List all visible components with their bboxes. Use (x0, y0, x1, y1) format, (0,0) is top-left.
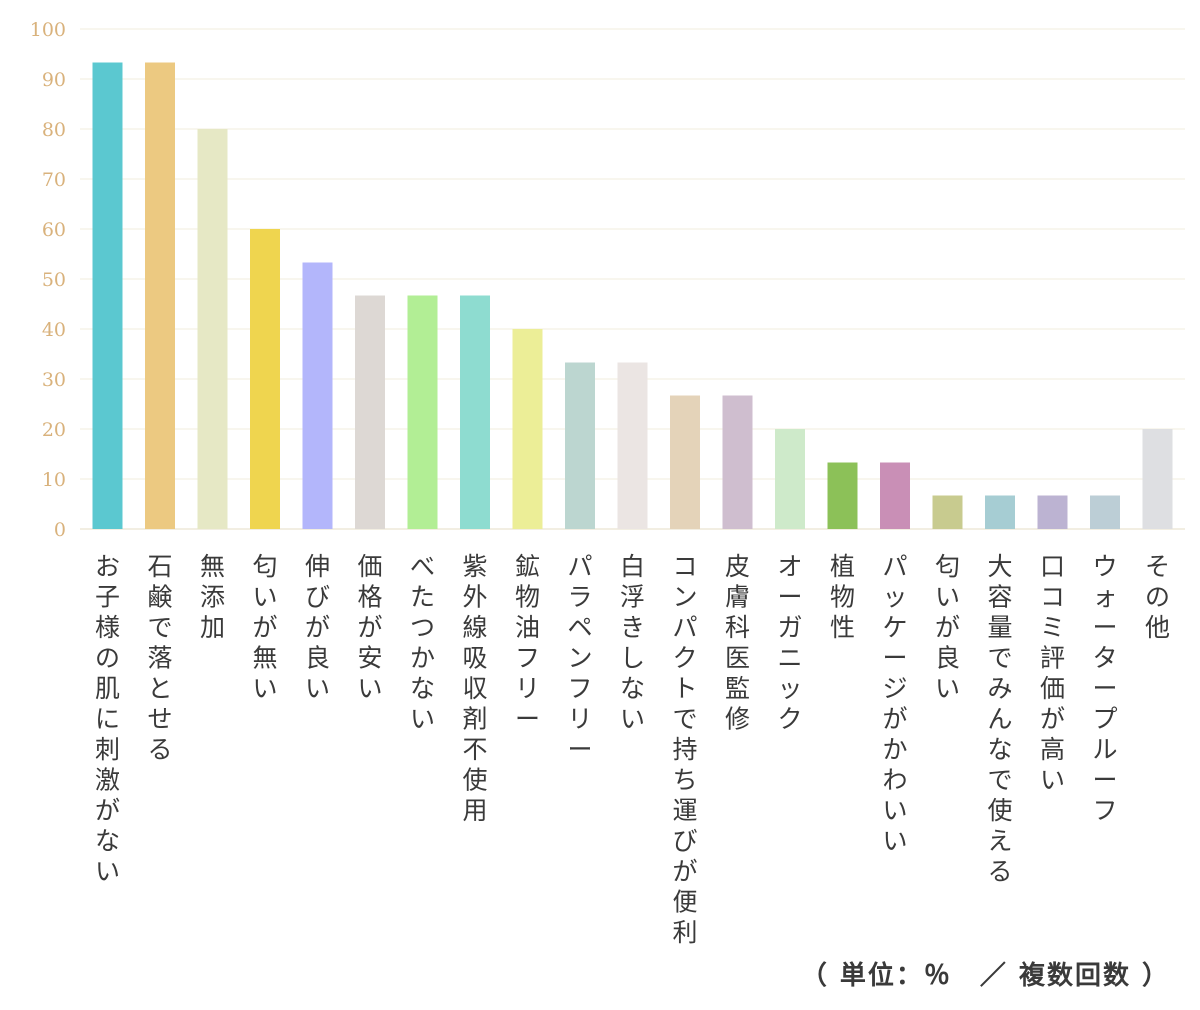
unit-note: （ 単位：％ ／ 複数回数 ） (800, 961, 1170, 991)
category-label: 植物性 (830, 552, 855, 642)
category-label: 大容量でみんなで使える (987, 552, 1012, 886)
category-label: ウォータープルーフ (1092, 552, 1117, 825)
bar (775, 429, 805, 529)
bar (250, 229, 280, 529)
y-tick-label: 80 (42, 119, 66, 141)
bar (512, 329, 543, 529)
y-tick-label: 30 (42, 369, 66, 391)
category-label: 石鹸で落とせる (147, 552, 172, 764)
bar (827, 462, 858, 529)
bar (355, 295, 385, 529)
y-tick-label: 10 (42, 469, 66, 491)
bar (1142, 429, 1173, 529)
bar (985, 495, 1015, 529)
category-label: 白浮きしない (620, 552, 645, 734)
bar (722, 395, 753, 529)
bars (92, 62, 1173, 529)
y-tick-label: 60 (42, 219, 66, 241)
bar (407, 295, 438, 529)
category-label: コンパクトで持ち運びが便利 (672, 552, 697, 947)
bar (197, 129, 228, 529)
bar (932, 495, 963, 529)
category-label: 価格が安い (357, 552, 382, 703)
y-tick-label: 20 (42, 419, 66, 441)
bar (617, 362, 648, 529)
category-label: 口コミ評価が高い (1040, 552, 1065, 795)
category-label: 鉱物油フリー (515, 552, 540, 734)
category-labels: お子様の肌に刺激がない 石鹸で落とせる 無添加 匂いが無い 伸びが良い 価格が安い べたつか… (95, 552, 1170, 947)
bar (302, 262, 333, 529)
category-label: オーガニック (777, 552, 802, 734)
bar (670, 395, 700, 529)
category-label: 皮膚科医監修 (725, 552, 750, 734)
y-tick-label: 0 (54, 519, 66, 541)
category-label: 紫外線吸収剤不使用 (462, 552, 487, 825)
y-axis-tick-labels: 0 10 20 30 40 50 60 70 80 90 100 (30, 19, 66, 541)
y-tick-label: 50 (42, 269, 66, 291)
bar (145, 62, 175, 529)
category-label: べたつかない (410, 552, 435, 734)
category-label: パッケージがかわいい (882, 552, 907, 856)
bar (1037, 495, 1068, 529)
y-tick-label: 90 (42, 69, 66, 91)
category-label: お子様の肌に刺激がない (95, 552, 120, 886)
bar (92, 62, 123, 529)
bar (460, 295, 490, 529)
category-label: パラペンフリー (567, 552, 592, 764)
category-label: 伸びが良い (305, 552, 330, 703)
category-label: その他 (1145, 552, 1170, 642)
category-label: 匂いが無い (252, 552, 277, 703)
category-label: 匂いが良い (935, 552, 960, 703)
bar (880, 462, 910, 529)
y-tick-label: 100 (30, 19, 66, 41)
bar (565, 362, 595, 529)
category-label: 無添加 (200, 552, 225, 642)
y-tick-label: 40 (42, 319, 66, 341)
bar (1090, 495, 1120, 529)
y-tick-label: 70 (42, 169, 66, 191)
